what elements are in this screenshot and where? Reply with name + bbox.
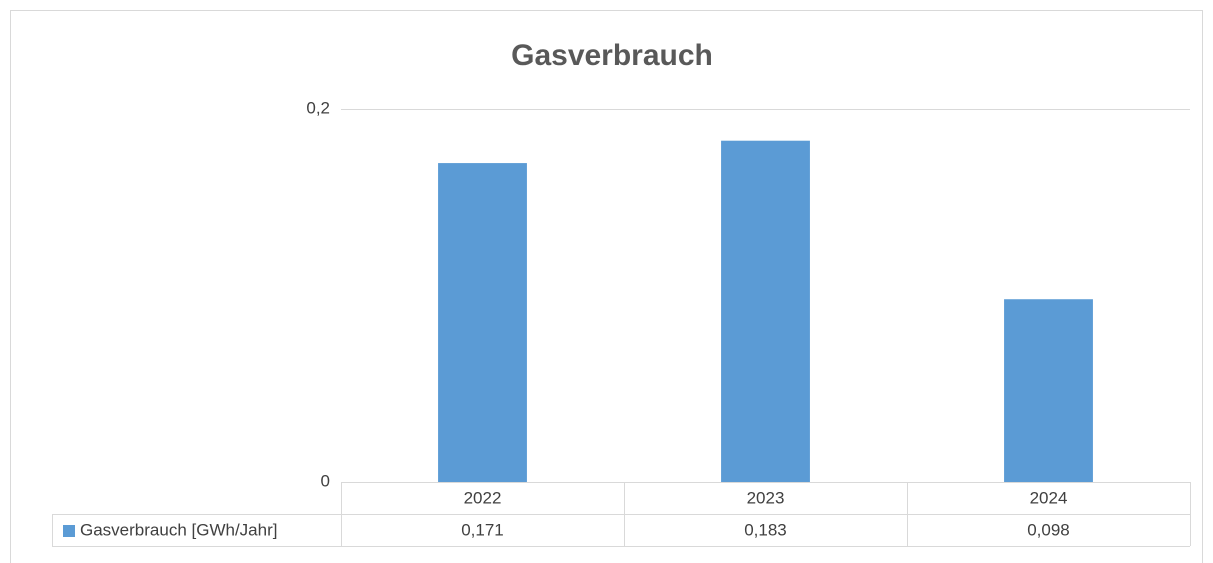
- x-tick-label: 2024: [1030, 488, 1068, 507]
- bar: [438, 163, 527, 482]
- data-label: 0,098: [1027, 520, 1070, 539]
- data-label: 0,171: [461, 520, 504, 539]
- legend-label: Gasverbrauch [GWh/Jahr]: [80, 520, 277, 539]
- x-tick-label: 2023: [747, 488, 785, 507]
- y-tick-label: 0: [321, 471, 330, 490]
- chart-title: Gasverbrauch: [511, 39, 713, 72]
- legend-key: [63, 525, 75, 537]
- bar: [721, 140, 810, 482]
- chart-border: [10, 10, 1203, 563]
- bar: [1004, 299, 1093, 482]
- data-label: 0,183: [744, 520, 787, 539]
- y-tick-label: 0,2: [306, 98, 330, 117]
- x-tick-label: 2022: [464, 488, 502, 507]
